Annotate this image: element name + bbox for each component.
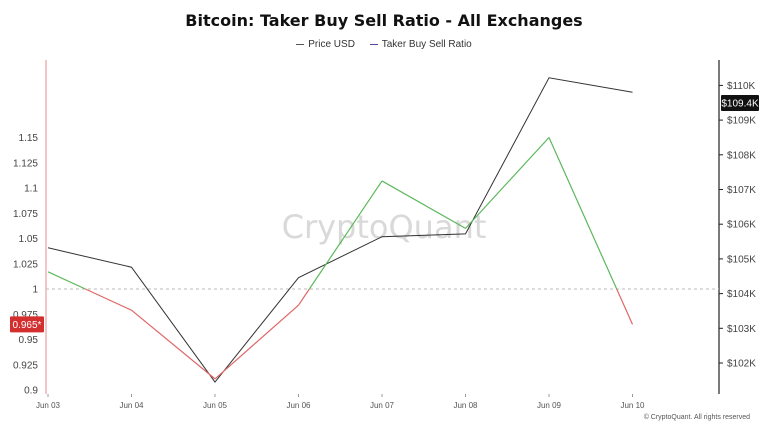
x-tick-label: Jun 03 xyxy=(36,401,61,410)
ratio-line-segment xyxy=(548,137,618,290)
right-tick-label: $108K xyxy=(727,150,756,161)
x-tick-label: Jun 04 xyxy=(119,401,144,410)
ratio-line-segment xyxy=(381,180,466,229)
ratio-line-segment xyxy=(131,309,216,380)
left-tick-label: 0.925 xyxy=(13,360,38,371)
ratio-line-segment xyxy=(616,288,634,325)
current-price-label: $109.4K xyxy=(721,99,759,110)
right-tick-label: $102K xyxy=(727,359,756,370)
x-tick-label: Jun 10 xyxy=(620,401,645,410)
left-tick-label: 1.1 xyxy=(24,184,38,195)
left-tick-label: 0.95 xyxy=(19,335,39,346)
current-ratio-label: 0.965* xyxy=(13,320,42,331)
right-tick-label: $110K xyxy=(727,81,756,92)
chart-title: Bitcoin: Taker Buy Sell Ratio - All Exch… xyxy=(185,11,583,30)
current-ratio-badge xyxy=(10,316,44,333)
legend-label-price: Price USD xyxy=(308,39,355,50)
left-tick-label: 1.075 xyxy=(13,209,38,220)
left-tick-label: 1.05 xyxy=(19,234,39,245)
legend-item-price[interactable]: Price USD xyxy=(296,39,355,50)
left-tick-label: 1.125 xyxy=(13,158,38,169)
x-tick-label: Jun 09 xyxy=(537,401,562,410)
ratio-line-segment xyxy=(308,180,383,290)
ratio-line-segment xyxy=(47,271,86,290)
left-tick-label: 1.15 xyxy=(19,133,39,144)
left-tick-label: 0.975 xyxy=(13,310,38,321)
legend-item-ratio[interactable]: Taker Buy Sell Ratio xyxy=(369,39,472,50)
x-tick-label: Jun 06 xyxy=(286,401,311,410)
chart-legend: Price USD Taker Buy Sell Ratio xyxy=(0,37,768,50)
right-tick-label: $103K xyxy=(727,324,756,335)
legend-label-ratio: Taker Buy Sell Ratio xyxy=(381,39,472,50)
x-tick-label: Jun 07 xyxy=(370,401,395,410)
ratio-line-segment xyxy=(298,288,310,306)
ratio-line-segment xyxy=(85,288,132,311)
right-tick-label: $109K xyxy=(727,116,756,127)
left-tick-label: 1.025 xyxy=(13,259,38,270)
ratio-line-segment xyxy=(214,304,299,380)
legend-swatch-price xyxy=(296,44,305,45)
copyright-footer: © CryptoQuant. All rights reserved xyxy=(643,414,750,421)
x-tick-label: Jun 05 xyxy=(203,401,228,410)
left-tick-label: 0.9 xyxy=(24,386,38,397)
x-tick-label: Jun 08 xyxy=(453,401,478,410)
right-tick-label: $106K xyxy=(727,220,756,231)
ratio-line-segment xyxy=(465,137,550,229)
right-tick-label: $105K xyxy=(727,254,756,265)
watermark-text: CryptoQuant xyxy=(282,208,487,246)
price-usd-line xyxy=(47,77,633,383)
right-tick-label: $104K xyxy=(727,289,756,300)
legend-swatch-ratio xyxy=(369,44,378,45)
left-tick-label: 1 xyxy=(32,285,38,296)
current-price-badge xyxy=(721,95,759,111)
right-tick-label: $107K xyxy=(727,185,756,196)
